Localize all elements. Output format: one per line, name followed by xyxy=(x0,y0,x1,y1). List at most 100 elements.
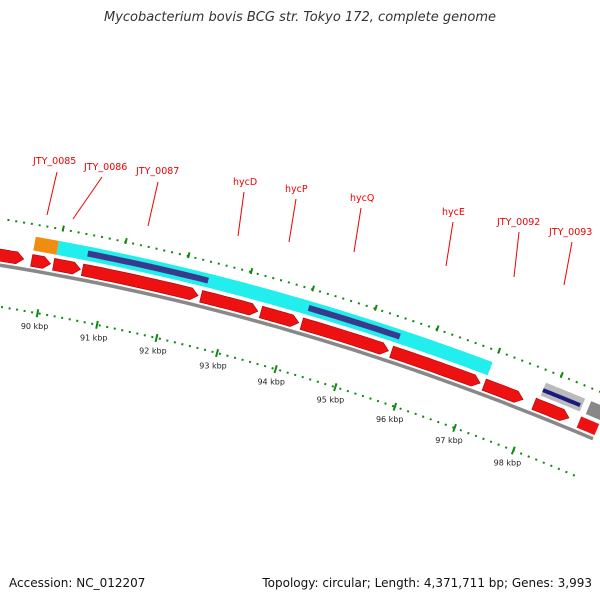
cds-gene-arrow[interactable] xyxy=(481,378,524,403)
cds-gene-arrow[interactable] xyxy=(30,254,52,269)
inner-scale-dot xyxy=(211,350,214,354)
pseudogene-feature[interactable] xyxy=(33,236,59,255)
cds-gene-arrow[interactable] xyxy=(80,263,199,301)
outer-scale-dot xyxy=(404,317,407,320)
gene-label[interactable]: JTY_0092 xyxy=(496,217,540,228)
outer-scale-dot xyxy=(349,299,353,303)
inner-scale-tick xyxy=(35,309,40,318)
outer-scale-dot xyxy=(474,341,477,345)
gene-label[interactable]: hycP xyxy=(285,184,308,195)
outer-scale-dot xyxy=(427,325,431,328)
outer-scale-dot xyxy=(272,276,275,280)
topology-prefix: Topology: circular; Length: xyxy=(262,576,424,590)
gene-label[interactable]: JTY_0086 xyxy=(83,162,127,173)
gene-count: 3,993 xyxy=(557,576,592,590)
gene-label[interactable]: hycQ xyxy=(350,193,374,204)
inner-scale-dot xyxy=(346,389,350,393)
cds-gene-arrow[interactable] xyxy=(0,248,25,265)
gene-label[interactable]: JTY_0093 xyxy=(548,227,592,238)
outer-scale-dot xyxy=(233,266,236,269)
inner-scale-dot xyxy=(256,362,259,366)
scale-label: 94 kbp xyxy=(257,378,285,387)
outer-scale-dot xyxy=(163,249,166,252)
outer-scale-dot xyxy=(217,262,220,265)
inner-scale-dot xyxy=(166,339,169,342)
outer-scale-dot xyxy=(373,307,376,310)
inner-scale-dot xyxy=(421,415,425,418)
outer-scale-dot xyxy=(552,371,555,375)
inner-scale-tick xyxy=(154,333,159,343)
inner-scale-dot xyxy=(459,429,463,432)
genes-prefix: ; Genes: xyxy=(504,576,558,590)
inner-scale-dot xyxy=(316,380,320,384)
outer-scale-dot xyxy=(528,362,532,365)
inner-scale-dot xyxy=(565,470,568,474)
inner-scale-dot xyxy=(399,407,402,411)
outer-scale-dot xyxy=(396,314,400,318)
cds-gene-arrow[interactable] xyxy=(299,317,389,355)
gene-label[interactable]: hycE xyxy=(442,207,465,218)
cds-gene-arrow[interactable] xyxy=(576,416,600,436)
inner-scale-dot xyxy=(308,378,312,381)
outer-scale-dot xyxy=(520,359,524,362)
inner-scale-dot xyxy=(354,392,357,395)
inner-scale-dot xyxy=(572,473,576,477)
cds-gene-arrow[interactable] xyxy=(389,345,481,387)
cds-gene-arrow[interactable] xyxy=(531,397,570,421)
domain-subfeature[interactable] xyxy=(87,250,209,284)
outer-scale-dot xyxy=(248,270,252,273)
outer-scale-dot xyxy=(450,333,454,336)
gene-label-leader xyxy=(147,181,159,227)
inner-scale-dot xyxy=(452,426,455,429)
outer-scale-dot xyxy=(388,312,392,315)
outer-scale-dot xyxy=(240,268,244,271)
outer-scale-dot xyxy=(489,347,493,351)
outer-scale-tick xyxy=(311,285,315,292)
inner-scale-dot xyxy=(467,431,470,435)
outer-scale-dot xyxy=(590,387,594,390)
inner-scale-dot xyxy=(391,404,395,408)
gene-label-leader xyxy=(445,221,454,267)
gene-label-leader xyxy=(353,207,362,253)
cyan-domain-feature[interactable] xyxy=(56,240,493,376)
domain-subfeature[interactable] xyxy=(542,388,581,407)
outer-scale-dot xyxy=(482,344,485,348)
outer-scale-dot xyxy=(170,251,174,254)
outer-scale-dot xyxy=(419,322,423,326)
genome-length: 4,371,711 bp xyxy=(423,576,504,590)
outer-scale-dot xyxy=(544,368,547,371)
outer-scale-dot xyxy=(209,260,213,263)
genome-backbone xyxy=(0,263,594,441)
inner-scale-dot xyxy=(369,397,372,400)
cds-gene-arrow[interactable] xyxy=(258,305,300,327)
inner-scale-dot xyxy=(444,423,448,427)
outer-scale-dot xyxy=(443,330,446,334)
outer-scale-tick xyxy=(124,237,128,245)
gene-label[interactable]: hycD xyxy=(233,177,257,188)
scale-label: 93 kbp xyxy=(199,362,227,371)
outer-scale-dot xyxy=(326,292,330,296)
scale-label: 90 kbp xyxy=(21,322,49,331)
inner-scale-tick xyxy=(392,402,398,411)
cds-gene-arrow[interactable] xyxy=(199,290,259,316)
scale-label: 91 kbp xyxy=(80,334,108,343)
gene-label-leader xyxy=(46,171,58,216)
outer-scale-dot xyxy=(380,309,384,313)
gene-label[interactable]: JTY_0085 xyxy=(32,156,76,167)
gene-label[interactable]: JTY_0087 xyxy=(135,166,179,177)
inner-scale-dot xyxy=(181,342,184,346)
outer-scale-tick xyxy=(497,347,502,354)
inner-scale-dot xyxy=(519,452,523,455)
outer-scale-dot xyxy=(225,264,228,267)
domain-subfeature[interactable] xyxy=(307,305,401,340)
scale-label: 97 kbp xyxy=(435,436,463,445)
cds-gene-arrow[interactable] xyxy=(52,258,81,275)
outer-scale-dot xyxy=(279,279,283,282)
genome-summary: Topology: circular; Length: 4,371,711 bp… xyxy=(262,576,592,590)
grey-feature[interactable] xyxy=(585,401,600,421)
inner-scale-dot xyxy=(549,464,553,468)
gene-label-leader xyxy=(513,231,520,278)
inner-scale-tick xyxy=(95,320,99,329)
outer-scale-tick xyxy=(61,225,65,232)
